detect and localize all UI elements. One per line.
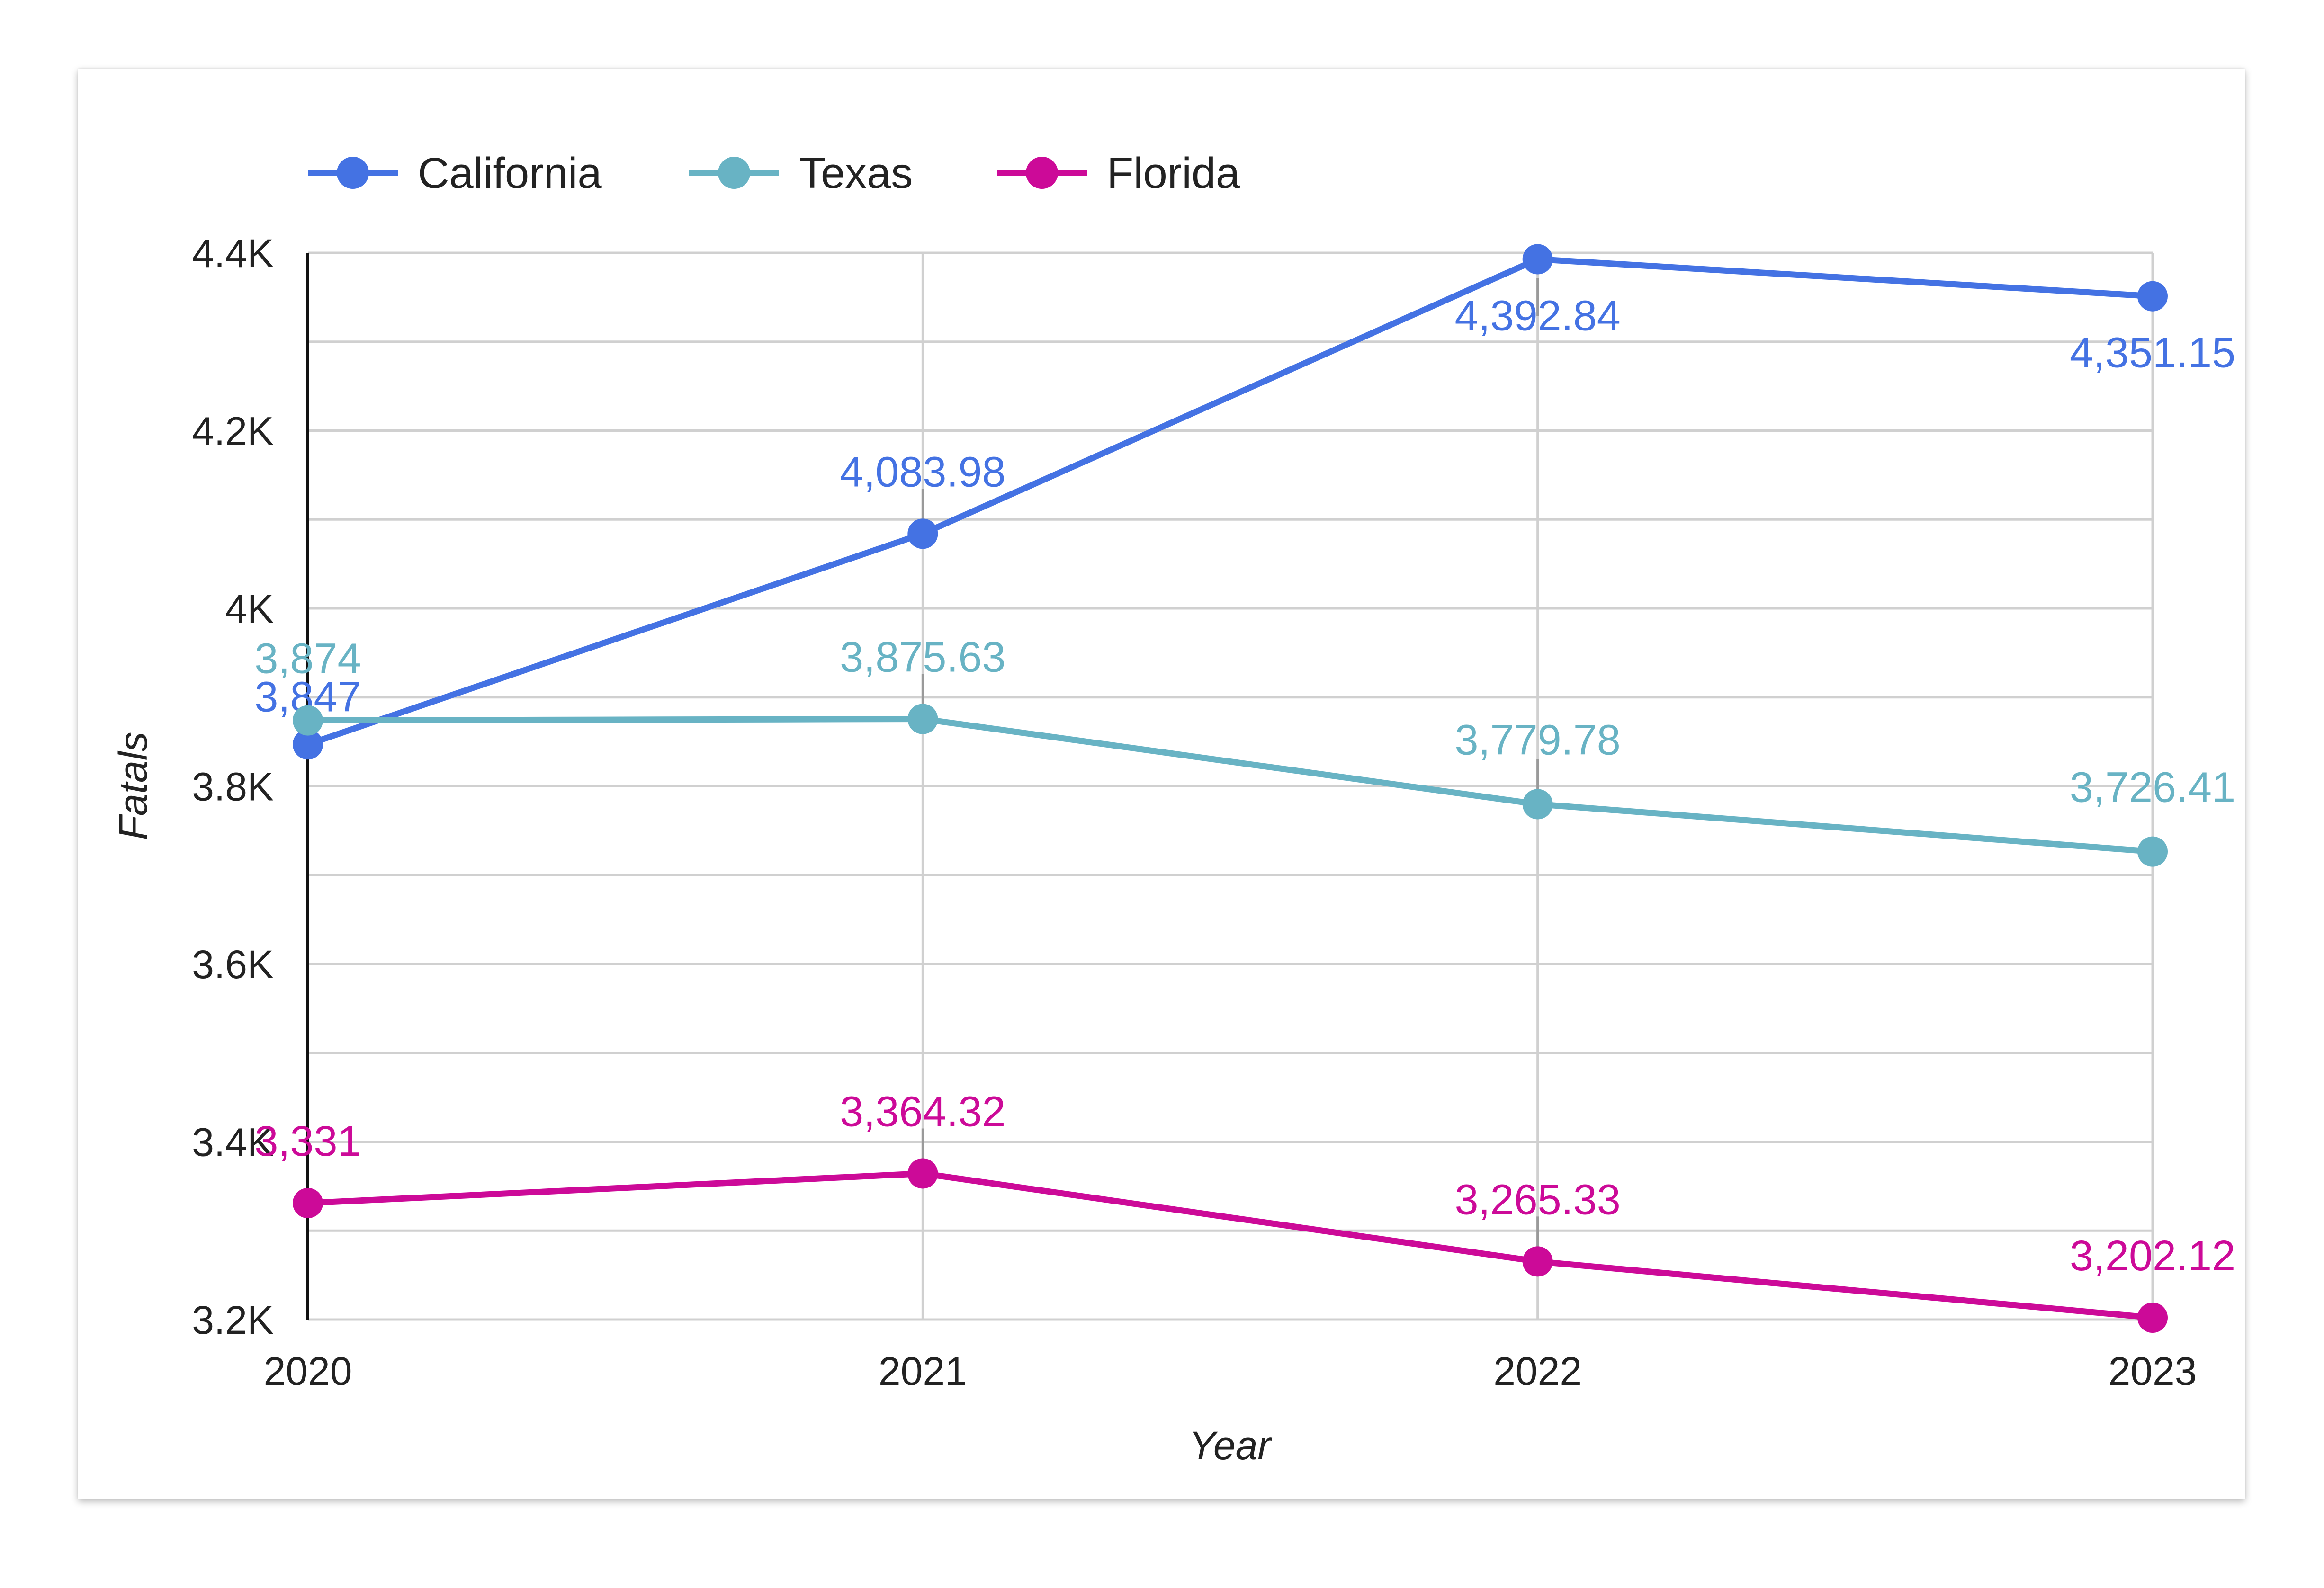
data-point-california[interactable] (2137, 281, 2168, 312)
data-label-california: 4,392.84 (1454, 292, 1620, 339)
data-label-texas: 3,874 (254, 635, 361, 683)
series-line-california (306, 256, 2153, 748)
data-point-texas[interactable] (907, 704, 938, 734)
data-label-florida: 3,364.32 (840, 1088, 1005, 1135)
x-tick-label: 2023 (2109, 1349, 2197, 1393)
x-tick-label: 2022 (1493, 1349, 1582, 1393)
legend-marker-florida (1026, 157, 1058, 189)
data-label-texas: 3,726.41 (2070, 764, 2235, 812)
y-tick-label: 3.8K (192, 765, 274, 809)
data-point-florida[interactable] (2137, 1303, 2168, 1333)
y-tick-label: 4K (225, 587, 274, 631)
data-label-texas: 3,875.63 (840, 634, 1005, 681)
y-tick-label: 3.6K (192, 942, 274, 987)
data-label-florida: 3,265.33 (1454, 1176, 1620, 1223)
data-label-california: 4,083.98 (840, 448, 1005, 496)
data-point-florida[interactable] (907, 1158, 938, 1189)
data-point-california[interactable] (907, 518, 938, 549)
legend-label-florida: Florida (1107, 149, 1240, 197)
legend-label-texas: Texas (799, 149, 913, 197)
series-line-florida (307, 1170, 2153, 1321)
data-label-california: 4,351.15 (2070, 330, 2235, 377)
x-tick-label: 2020 (264, 1349, 352, 1393)
x-tick-label: 2021 (879, 1349, 967, 1393)
legend-marker-texas (718, 157, 750, 189)
data-point-california[interactable] (1522, 244, 1553, 275)
data-point-texas[interactable] (2137, 836, 2168, 867)
data-label-florida: 3,202.12 (2070, 1232, 2235, 1280)
data-label-florida: 3,331 (254, 1118, 361, 1165)
y-axis-title: Fatals (111, 732, 155, 840)
series-line-texas (307, 716, 2153, 855)
data-point-florida[interactable] (293, 1188, 323, 1219)
legend-marker-california (337, 157, 369, 189)
data-point-texas[interactable] (293, 705, 323, 736)
data-point-texas[interactable] (1522, 789, 1553, 820)
y-tick-label: 4.2K (192, 409, 274, 454)
legend-label-california: California (418, 149, 602, 197)
data-point-california[interactable] (293, 729, 323, 760)
y-tick-label: 4.4K (192, 231, 274, 276)
y-tick-label: 3.4K (192, 1120, 274, 1165)
y-tick-label: 3.2K (192, 1298, 274, 1342)
data-point-florida[interactable] (1522, 1246, 1553, 1277)
chart-card: 3.2K 3.4K 3.6K 3.8K 4K 4.2K 4.4K 2020 2021 2022 20… (78, 69, 2245, 1499)
x-axis-title: Year (1189, 1423, 1273, 1468)
data-label-texas: 3,779.78 (1454, 716, 1620, 764)
